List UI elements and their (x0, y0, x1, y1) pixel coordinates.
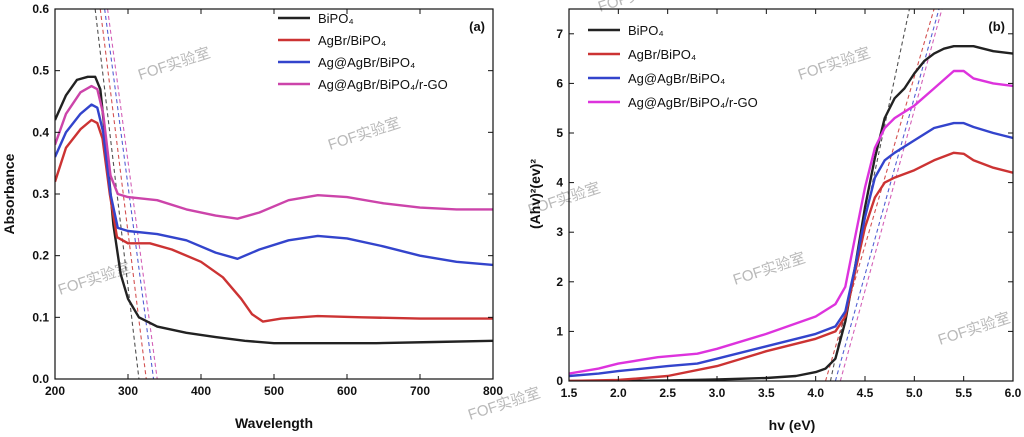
watermark: FOF实验室 (326, 114, 403, 153)
watermark: FOF实验室 (936, 309, 1013, 348)
tangent-line (94, 9, 140, 379)
y-axis-label: Absorbance (1, 153, 17, 234)
y-tick-label: 0.4 (32, 125, 49, 139)
y-tick-label: 0.1 (32, 310, 49, 324)
x-tick-label: 400 (191, 384, 211, 398)
x-tick-label: 3.0 (709, 386, 726, 400)
tangent-line (104, 9, 155, 379)
series-line (55, 118, 493, 323)
series-line (569, 69, 1013, 375)
y-tick-label: 2 (556, 275, 563, 289)
x-tick-label: 6.0 (1005, 386, 1022, 400)
x-tick-label: 4.5 (857, 386, 874, 400)
legend-label: Ag@AgBr/BiPO₄/r-GO (628, 95, 758, 110)
watermark: FOF实验室 (136, 44, 213, 83)
y-tick-label: 0.5 (32, 64, 49, 78)
x-tick-label: 4.0 (807, 386, 824, 400)
series-line (569, 121, 1013, 378)
tangent-line (99, 9, 147, 379)
panel-label: (b) (988, 19, 1005, 34)
legend-label: Ag@AgBr/BiPO₄/r-GO (318, 77, 448, 92)
tangent-line (107, 9, 158, 379)
x-tick-label: 700 (410, 384, 430, 398)
series-line (55, 84, 493, 220)
x-tick-label: 200 (45, 384, 65, 398)
x-tick-label: 800 (483, 384, 503, 398)
y-tick-label: 0.6 (32, 2, 49, 16)
legend-label: BiPO₄ (628, 23, 664, 38)
tangent-line (839, 9, 943, 381)
series-group (569, 45, 1013, 381)
legend-label: Ag@AgBr/BiPO₄ (628, 71, 725, 86)
y-tick-label: 7 (556, 27, 563, 41)
x-tick-label: 1.5 (561, 386, 578, 400)
x-axis-label: Wavelength (235, 415, 313, 431)
legend-label: AgBr/BiPO₄ (318, 33, 386, 48)
x-axis-label: hv (eV) (769, 417, 816, 433)
y-tick-label: 1 (556, 324, 563, 338)
series-line (55, 103, 493, 267)
y-tick-label: 5 (556, 126, 563, 140)
y-tick-label: 0 (556, 374, 563, 388)
panel-label: (a) (469, 19, 485, 34)
watermark: FOF实验室 (596, 0, 673, 16)
y-tick-label: 0.0 (32, 372, 49, 386)
x-tick-label: 500 (264, 384, 284, 398)
plot-frame (568, 8, 1014, 382)
y-tick-label: 0.2 (32, 249, 49, 263)
x-tick-label: 3.5 (758, 386, 775, 400)
watermark: FOF实验室 (731, 249, 808, 288)
legend-label: AgBr/BiPO₄ (628, 47, 696, 62)
chart-panel-b: FOF实验室FOF实验室FOF实验室FOF实验室FOF实验室FOF实验室1.52… (466, 0, 1022, 433)
series-line (55, 75, 493, 345)
y-tick-label: 4 (556, 176, 563, 190)
y-tick-label: 3 (556, 225, 563, 239)
y-axis-label: (Ahv)²(ev)² (527, 159, 543, 229)
y-tick-label: 0.3 (32, 187, 49, 201)
legend-label: BiPO₄ (318, 11, 354, 26)
legend-label: Ag@AgBr/BiPO₄ (318, 55, 415, 70)
series-group (55, 75, 493, 345)
y-tick-label: 6 (556, 76, 563, 90)
x-tick-label: 600 (337, 384, 357, 398)
watermark: FOF实验室 (796, 44, 873, 83)
series-line (569, 45, 1013, 381)
tangent-line (834, 9, 940, 381)
x-tick-label: 5.5 (955, 386, 972, 400)
x-tick-label: 2.5 (659, 386, 676, 400)
x-tick-label: 5.0 (906, 386, 923, 400)
watermark: FOF实验室 (466, 384, 543, 423)
x-tick-label: 2.0 (610, 386, 627, 400)
x-tick-label: 300 (118, 384, 138, 398)
series-line (569, 151, 1013, 381)
